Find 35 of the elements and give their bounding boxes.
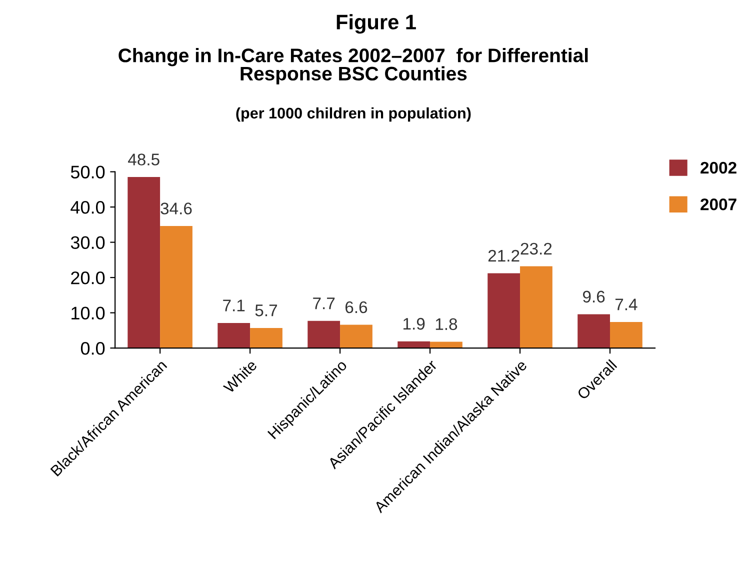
data-label: 1.8 (436, 318, 458, 330)
chart-subtitle: Change in In-Care Rates 2002–2007 for Differential Response BSC Counties (118, 48, 588, 84)
y-tick-label: 50.0 (70, 166, 105, 178)
data-label: 7.1 (223, 300, 245, 312)
y-tick-label: 40.0 (70, 200, 105, 214)
bar (578, 314, 610, 348)
data-label: 1.9 (404, 318, 425, 330)
data-label: 6.6 (345, 301, 368, 314)
data-label: 23.2 (520, 242, 552, 255)
bar (520, 266, 552, 348)
bar (160, 226, 192, 348)
data-label: 7.4 (615, 298, 638, 310)
y-tick-label: 30.0 (70, 236, 105, 249)
bar (340, 324, 372, 348)
bar (488, 273, 520, 348)
legend-label: 2007 (700, 198, 736, 210)
data-label: 9.6 (582, 290, 605, 303)
text: (per 1000 children in population) (236, 107, 471, 122)
y-tick-label: 10.0 (72, 306, 105, 320)
bar (308, 320, 340, 348)
data-label: 7.7 (313, 298, 335, 310)
bar (218, 323, 250, 348)
bar (398, 341, 430, 348)
data-label: 34.6 (160, 202, 192, 214)
data-label: 5.7 (255, 304, 277, 316)
bar (128, 177, 160, 348)
data-label: 21.2 (488, 250, 520, 262)
data-label: 48.5 (128, 154, 160, 166)
chart-title: Figure 1 (336, 14, 416, 34)
y-tick-label: 0.0 (80, 342, 105, 355)
y-tick-label: 20.0 (71, 271, 105, 284)
bar (250, 328, 282, 348)
bar (430, 342, 462, 348)
legend-label: 2002 (700, 162, 736, 174)
bar (610, 322, 642, 348)
